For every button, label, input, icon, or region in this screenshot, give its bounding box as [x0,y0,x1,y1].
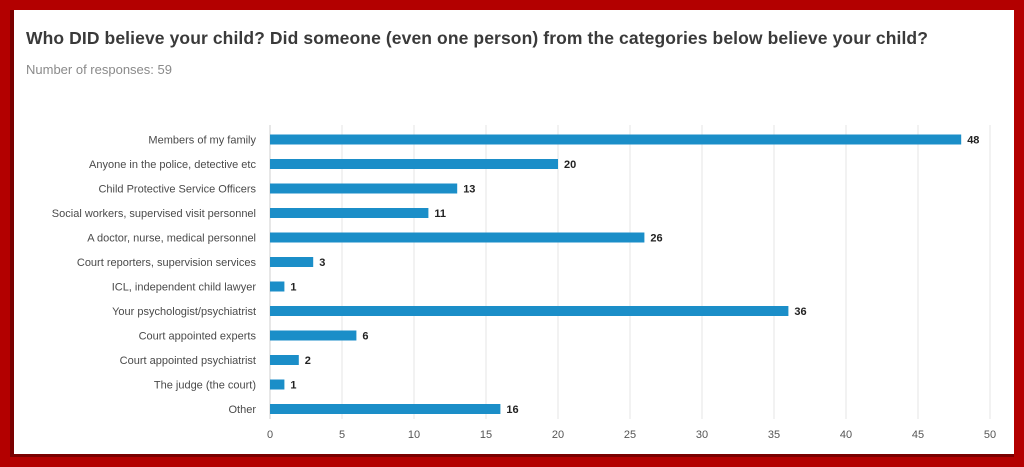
bar[interactable] [270,404,501,414]
category-label: Child Protective Service Officers [98,184,256,196]
bar-chart: 0 5 10 15 20 25 30 35 40 45 50 Members of my family… [52,125,996,441]
x-tick-label: 5 [339,429,345,441]
category-label: Members of my family [148,135,256,147]
bar[interactable] [270,159,558,169]
category-label: Court appointed experts [139,331,257,343]
category-label: A doctor, nurse, medical personnel [87,233,256,245]
data-label: 13 [463,184,475,196]
data-label: 48 [967,135,979,147]
category-label: Other [228,404,256,416]
chart-title: Who DID believe your child? Did someone … [26,28,928,48]
bar[interactable] [270,330,357,341]
bar[interactable] [270,355,299,365]
x-tick-label: 20 [552,429,564,441]
bar[interactable] [270,257,314,267]
bar[interactable] [270,134,962,145]
x-tick-label: 40 [840,429,852,441]
category-label: Court appointed psychiatrist [120,355,256,367]
bar[interactable] [270,232,645,243]
category-label: Social workers, supervised visit personn… [52,208,256,220]
bar[interactable] [270,281,285,292]
category-label: Court reporters, supervision services [77,257,257,269]
data-label: 36 [794,306,806,318]
x-tick-label: 10 [408,429,420,441]
data-label: 26 [650,233,662,245]
data-label: 20 [564,159,576,171]
x-tick-label: 45 [912,429,924,441]
data-label: 1 [290,282,296,294]
bar[interactable] [270,208,429,218]
x-tick-label: 25 [624,429,636,441]
x-tick-label: 35 [768,429,780,441]
category-label: The judge (the court) [154,380,256,392]
category-label: Your psychologist/psychiatrist [112,306,256,318]
data-label: 1 [290,380,296,392]
x-tick-label: 15 [480,429,492,441]
bar[interactable] [270,379,285,390]
data-label: 16 [506,404,518,416]
bar[interactable] [270,183,458,194]
category-label: Anyone in the police, detective etc [89,159,256,171]
data-label: 11 [434,208,446,220]
data-label: 3 [319,257,325,269]
data-label: 6 [362,331,368,343]
response-count: Number of responses: 59 [26,62,172,77]
data-label: 2 [305,355,311,367]
category-label: ICL, independent child lawyer [112,282,257,294]
bar[interactable] [270,306,789,316]
chart-card: Who DID believe your child? Did someone … [14,10,1014,454]
x-tick-label: 0 [267,429,273,441]
x-tick-label: 50 [984,429,996,441]
x-tick-label: 30 [696,429,708,441]
